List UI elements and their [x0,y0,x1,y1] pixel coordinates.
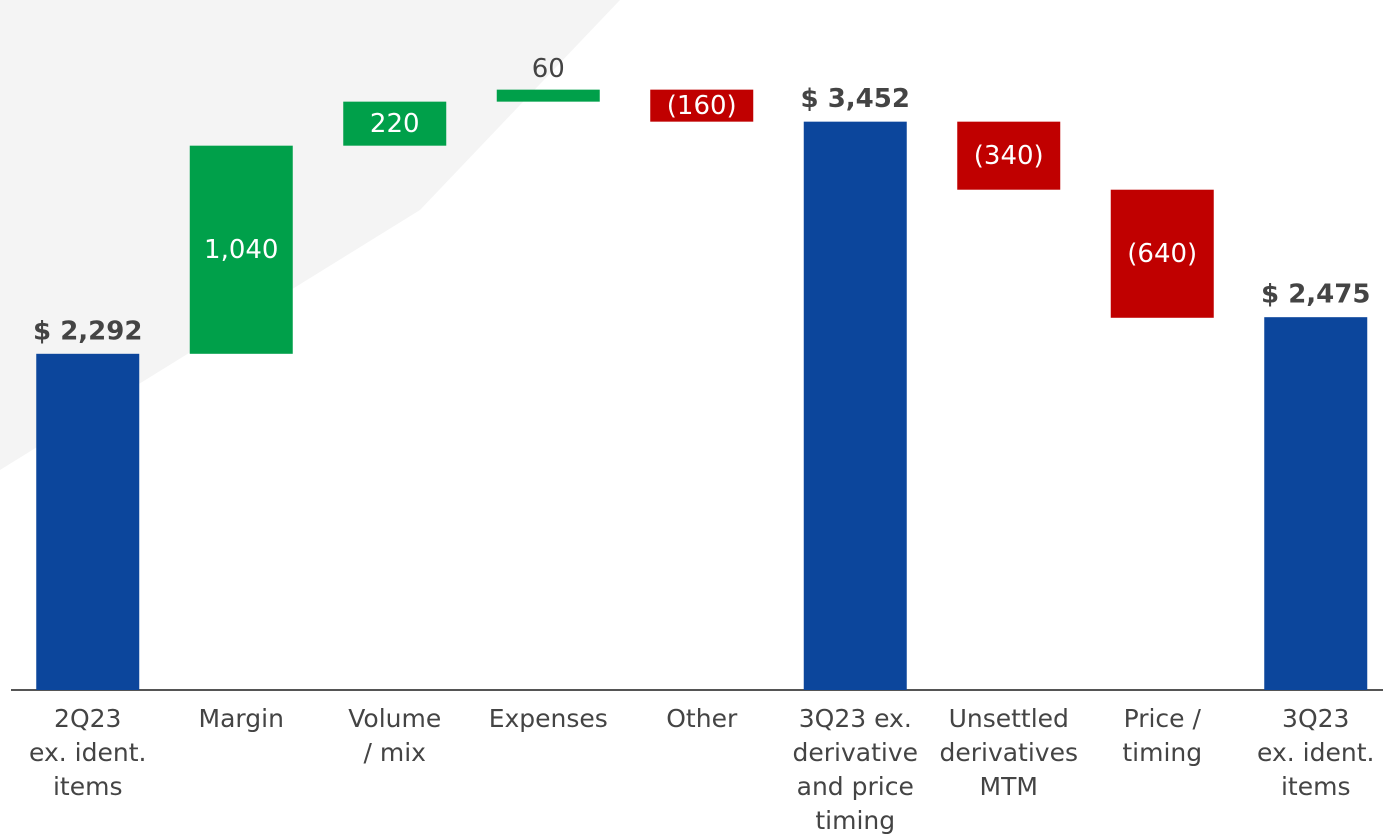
x-tick-label: Price / [1124,704,1202,733]
x-tick-label: / mix [364,738,426,767]
background-shape [0,0,620,470]
x-tick-label: ex. ident. [29,738,146,767]
x-tick-label: Volume [348,704,441,733]
x-tick-label: Other [666,704,738,733]
x-tick-label: Margin [199,704,284,733]
total-bar [1264,317,1368,690]
total-label: $ 3,452 [801,84,910,114]
x-tick-label: and price [797,772,914,801]
value-label: 220 [370,109,420,139]
value-label: (160) [667,91,737,121]
delta-bar [957,121,1061,190]
total-bar [803,121,907,691]
delta-bar [189,145,293,354]
x-tick-label: 3Q23 [1282,704,1349,733]
x-tick-label: timing [815,806,895,835]
total-label: $ 2,292 [33,316,142,346]
x-tick-label: ex. ident. [1257,738,1374,767]
delta-bar [1110,189,1214,318]
x-tick-label: derivatives [939,738,1078,767]
value-label: (640) [1127,239,1197,269]
x-tick-label: items [1281,772,1351,801]
delta-bar [496,89,600,102]
delta-bar [343,101,447,146]
x-tick-label: Unsettled [949,704,1069,733]
total-label: $ 2,475 [1261,280,1370,310]
x-tick-label: items [53,772,123,801]
x-tick-label: derivative [792,738,918,767]
x-tick-label: Expenses [489,704,608,733]
value-label: 1,040 [204,235,278,265]
delta-bar [650,89,754,122]
value-label: 60 [532,54,565,84]
x-tick-label: timing [1122,738,1202,767]
value-label: (340) [974,141,1044,171]
total-bar [36,353,140,690]
x-tick-label: MTM [980,772,1038,801]
x-tick-label: 3Q23 ex. [799,704,912,733]
x-tick-label: 2Q23 [54,704,121,733]
